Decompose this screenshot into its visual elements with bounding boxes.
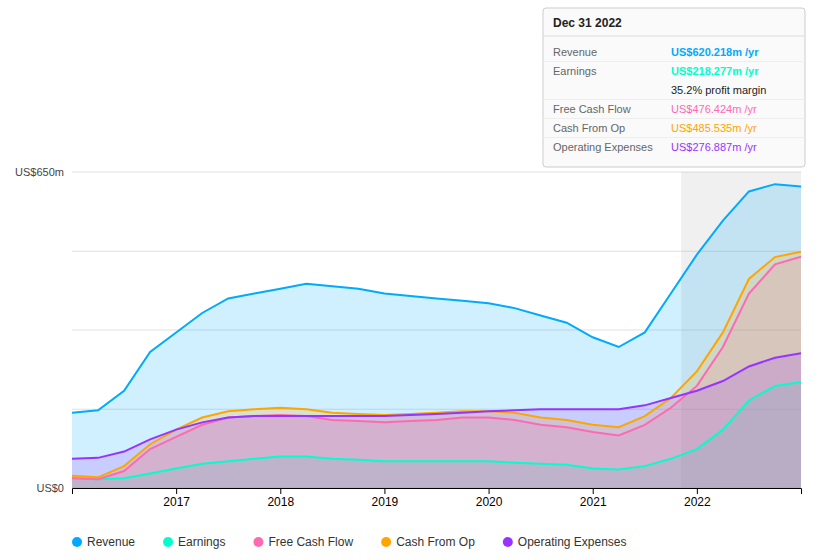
tooltip-value: US$218.277m /yr [671, 65, 759, 77]
area [72, 257, 801, 488]
legend-label: Free Cash Flow [268, 535, 353, 549]
line [72, 184, 801, 412]
annotations: US$650m US$0 [15, 166, 64, 494]
chart: 2017 2018 2019 2020 2021 2022 US$650m US$0 Dec 3… [0, 0, 821, 560]
tick: 2018 [267, 488, 294, 509]
line [72, 382, 801, 479]
tooltip-separator [543, 99, 805, 100]
tick-label: 2018 [267, 495, 294, 509]
tick-label: 2017 [163, 495, 190, 509]
legend-swatch [381, 537, 391, 547]
legend-swatch [253, 537, 263, 547]
legend-label: Earnings [178, 535, 225, 549]
tick-label: 2020 [476, 495, 503, 509]
line [72, 252, 801, 478]
grid [72, 172, 801, 488]
legend-item: Free Cash Flow [253, 535, 353, 549]
tooltip-separator [543, 61, 805, 62]
tick-label: 2019 [372, 495, 399, 509]
tick-mark [384, 488, 385, 494]
annotation: US$650m [15, 166, 64, 178]
tooltip-label: Operating Expenses [553, 141, 653, 153]
tick-label: 2022 [684, 495, 711, 509]
tooltip-box [543, 8, 805, 167]
legend-label: Cash From Op [396, 535, 475, 549]
tick-label: 2021 [580, 495, 607, 509]
tooltip-value: US$476.424m /yr [671, 103, 757, 115]
legend-item: Cash From Op [381, 535, 475, 549]
line [72, 257, 801, 480]
legend-label: Revenue [87, 535, 135, 549]
tick: 2020 [476, 488, 503, 509]
legend-item: Revenue [72, 535, 135, 549]
tooltip: Dec 31 2022 Revenue US$620.218m /yr Earning… [543, 8, 805, 167]
tooltip-title: Dec 31 2022 [553, 16, 622, 30]
tooltip-value: US$485.535m /yr [671, 122, 757, 134]
tooltip-label: Cash From Op [553, 122, 625, 134]
legend-item: Earnings [163, 535, 225, 549]
tooltip-value: 35.2% profit margin [671, 84, 766, 96]
tooltip-separator [543, 118, 805, 119]
axis-line [73, 489, 802, 495]
tick: 2019 [372, 488, 399, 509]
legend-item: Operating Expenses [503, 535, 627, 549]
tick-mark [697, 488, 698, 494]
area [72, 184, 801, 488]
legend-swatch [503, 537, 513, 547]
tick-mark [593, 488, 594, 494]
legend-label: Operating Expenses [518, 535, 627, 549]
tick: 2017 [163, 488, 190, 509]
legend: Revenue Earnings Free Cash Flow Cash From O… [72, 535, 627, 549]
tick-mark [176, 488, 177, 494]
tooltip-value: US$276.887m /yr [671, 141, 757, 153]
tooltip-separator [543, 36, 805, 37]
tooltip-separator [543, 137, 805, 138]
tooltip-value: US$620.218m /yr [671, 46, 759, 58]
marks [72, 172, 801, 488]
tick-mark [280, 488, 281, 494]
tick: 2022 [684, 488, 711, 509]
tick-mark [489, 488, 490, 494]
legend-swatch [163, 537, 173, 547]
plot: 2017 2018 2019 2020 2021 2022 [72, 172, 802, 509]
x-axis: 2017 2018 2019 2020 2021 2022 [73, 488, 802, 509]
legend-swatch [72, 537, 82, 547]
annotation: US$0 [36, 482, 64, 494]
tooltip-label: Earnings [553, 65, 597, 77]
tick: 2021 [580, 488, 607, 509]
tooltip-label: Free Cash Flow [553, 103, 631, 115]
area [72, 252, 801, 488]
line [72, 353, 801, 458]
tooltip-label: Revenue [553, 46, 597, 58]
